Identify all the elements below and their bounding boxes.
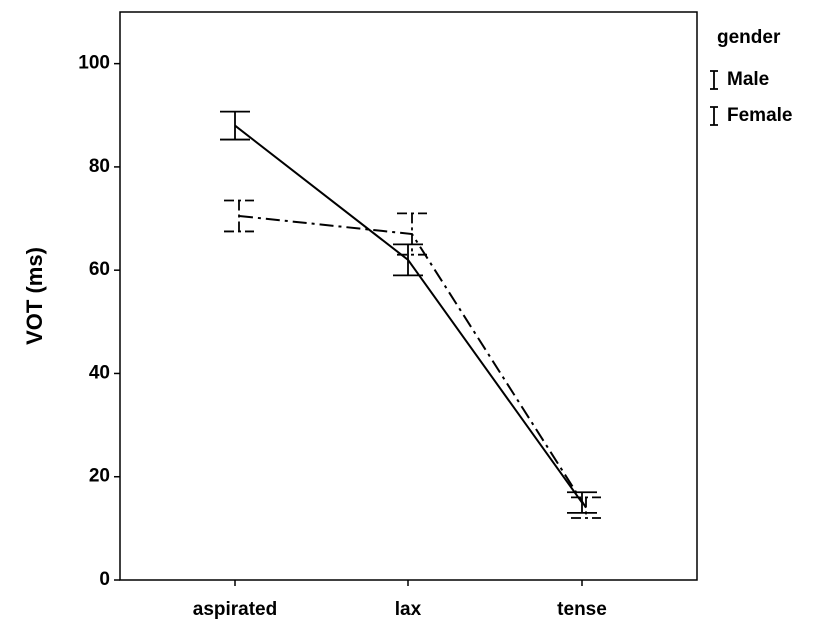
series-line [238,214,587,509]
legend-label: Male [727,69,769,90]
x-tick-label: aspirated [193,599,277,620]
y-tick-label: 80 [89,156,110,177]
y-tick-label: 0 [99,569,110,590]
legend-icon [710,106,718,126]
x-tick-label: tense [557,599,607,620]
y-axis-label: VOT (ms) [22,247,47,345]
y-tick-label: 20 [89,466,110,487]
error-bar [397,212,427,256]
error-bar [393,243,423,277]
legend-title: gender [717,27,781,48]
error-bar [571,496,601,519]
legend-icon [710,70,718,90]
error-bar [224,199,254,233]
series-line [234,124,583,504]
x-tick-label: lax [395,599,422,620]
y-tick-label: 60 [89,259,110,280]
legend-label: Female [727,105,792,126]
error-bar [220,110,250,141]
plot-frame [119,11,698,581]
y-tick-label: 100 [78,53,110,74]
y-tick-label: 40 [89,362,110,383]
